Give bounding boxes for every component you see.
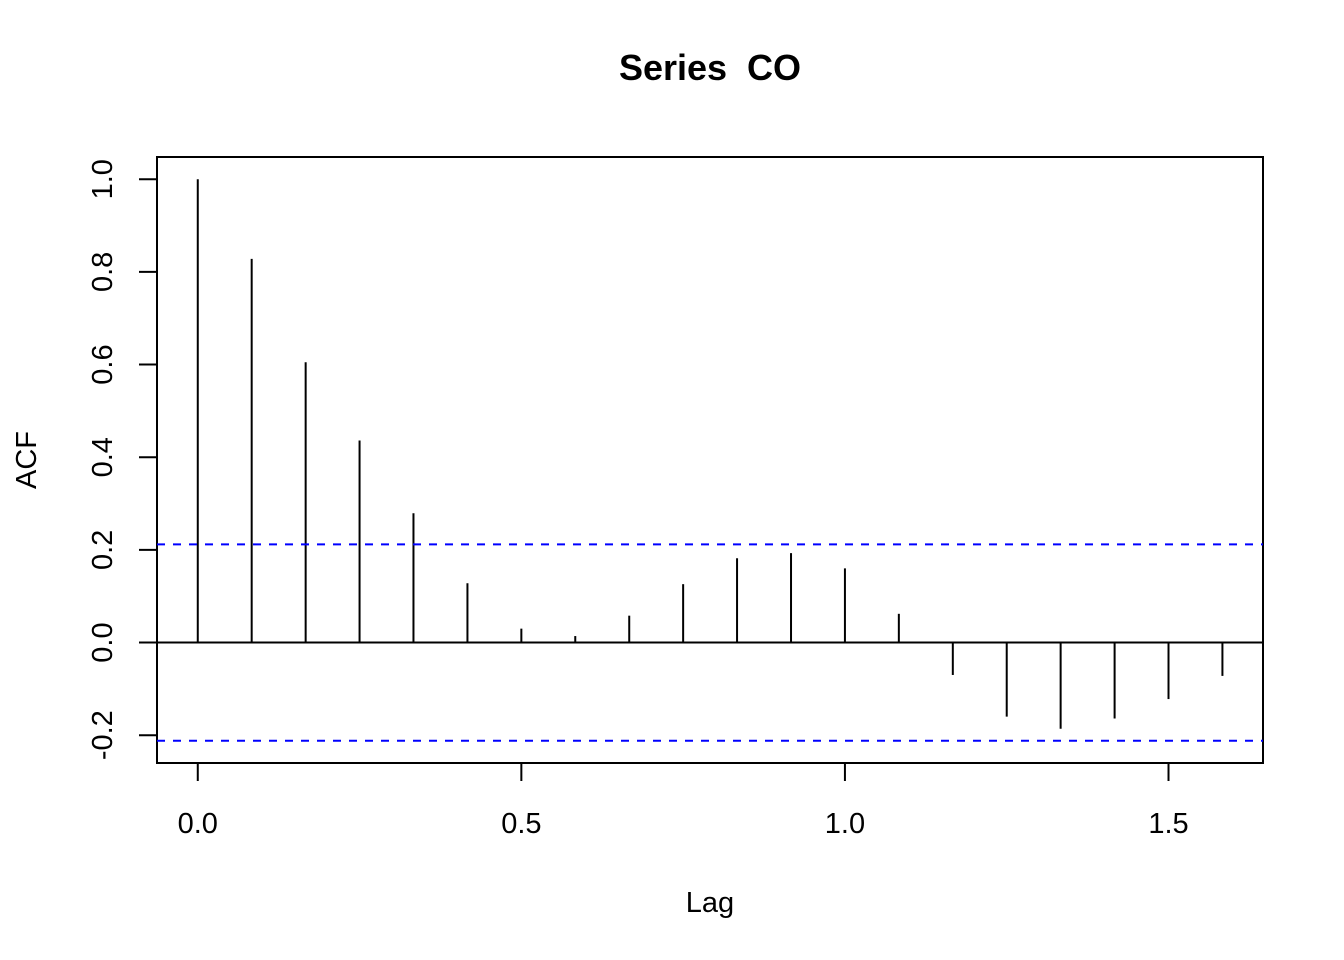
chart-title: Series CO [619, 47, 801, 88]
x-tick-label: 0.5 [501, 808, 541, 840]
y-tick-label: 0.6 [87, 344, 119, 384]
acf-bars [157, 179, 1263, 729]
y-axis-label: ACF [11, 431, 43, 489]
x-axis: 0.0 0.5 1.0 1.5 [178, 763, 1189, 840]
y-tick-label: 0.0 [87, 622, 119, 662]
x-axis-label: Lag [686, 887, 734, 919]
y-tick-label: 0.2 [87, 530, 119, 570]
y-tick-label: 0.4 [87, 437, 119, 477]
x-tick-label: 0.0 [178, 808, 218, 840]
y-axis: -0.2 0.0 0.2 0.4 0.6 0.8 1.0 [87, 159, 157, 760]
y-tick-label: 0.8 [87, 252, 119, 292]
x-tick-label: 1.5 [1148, 808, 1188, 840]
y-tick-label: 1.0 [87, 159, 119, 199]
plot-frame [156, 156, 1264, 764]
x-tick-label: 1.0 [825, 808, 865, 840]
y-tick-label: -0.2 [87, 710, 119, 760]
